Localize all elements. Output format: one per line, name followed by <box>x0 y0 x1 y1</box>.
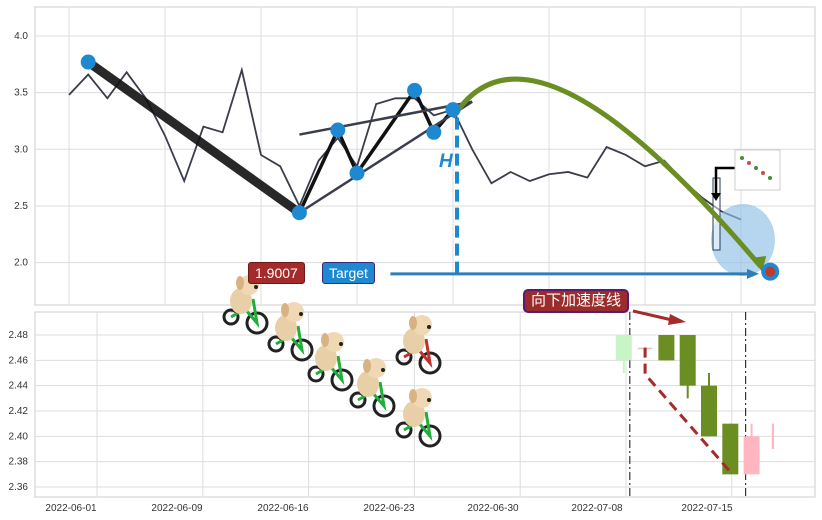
bike-wheel-icon <box>307 365 325 383</box>
legend-thumbnail-mark <box>740 156 744 160</box>
dog-ear-icon <box>321 333 329 347</box>
forecast-arc <box>450 76 763 268</box>
annotation-arrowhead <box>668 314 686 325</box>
x-tick-label: 2022-07-08 <box>571 503 623 514</box>
bottom-y-tick-label: 2.44 <box>9 381 29 392</box>
top-axes-frame <box>34 6 816 306</box>
pattern-point <box>291 205 307 221</box>
x-tick-label: 2022-06-16 <box>257 503 309 514</box>
pattern-point <box>349 165 365 181</box>
signal-arrow <box>714 166 735 195</box>
neckline-label: H <box>439 151 454 172</box>
candle-body <box>679 335 696 386</box>
dog-on-bike-sticker <box>349 358 396 418</box>
downtrend-leg <box>83 57 304 218</box>
candle-body <box>722 423 739 475</box>
legend-thumbnail-mark <box>754 166 758 170</box>
target-label: Target <box>322 262 375 284</box>
dog-head-icon <box>412 315 432 335</box>
bike-wheel-icon <box>330 368 354 392</box>
dog-nose-icon <box>339 342 343 346</box>
x-tick-label: 2022-07-15 <box>681 503 733 514</box>
bike-wheel-icon <box>395 421 413 439</box>
dog-on-bike-sticker <box>267 302 314 362</box>
dog-on-bike-sticker <box>307 332 354 392</box>
bike-wheel-icon <box>349 391 367 409</box>
acceleration-line-label: 向下加速度线 <box>523 289 630 313</box>
candle-body <box>615 335 632 361</box>
x-tick-label: 2022-06-30 <box>467 503 519 514</box>
dog-ear-icon <box>409 316 417 330</box>
annotation-arrow <box>632 309 673 322</box>
pattern-point <box>445 102 461 118</box>
price-line <box>68 66 742 221</box>
legend-box <box>734 149 781 191</box>
bottom-y-tick-label: 2.38 <box>9 457 29 468</box>
top-y-tick-label: 2.0 <box>14 258 28 269</box>
candle-body <box>771 423 774 450</box>
legend-thumbnail-mark <box>768 176 772 180</box>
dog-ear-icon <box>363 359 371 373</box>
dog-ear-icon <box>281 303 289 317</box>
bottom-y-tick-label: 2.40 <box>9 431 29 442</box>
pattern-point <box>407 82 423 98</box>
bike-wheel-icon <box>222 308 240 326</box>
target-point-core <box>765 266 776 277</box>
x-tick-label: 2022-06-09 <box>151 503 203 514</box>
candle-body <box>658 335 675 361</box>
lower-trendline <box>298 100 473 214</box>
bike-wheel-icon <box>418 351 442 375</box>
pattern-point <box>330 122 346 138</box>
bottom-y-tick-label: 2.42 <box>9 406 29 417</box>
bike-wheel-icon <box>372 394 396 418</box>
acceleration-line <box>643 347 732 473</box>
candle-body <box>743 436 760 475</box>
bike-wheel-icon <box>267 335 285 353</box>
x-tick-label: 2022-06-23 <box>363 503 415 514</box>
dog-ear-icon <box>236 276 244 290</box>
pattern-point <box>426 124 442 140</box>
dog-on-bike-sticker <box>222 275 269 335</box>
top-y-tick-label: 3.0 <box>14 144 28 155</box>
upper-trendline <box>299 100 473 136</box>
dog-head-icon <box>366 358 386 378</box>
legend-thumbnail-mark <box>747 161 751 165</box>
dog-on-bike-sticker <box>395 388 442 448</box>
signal-arrow-head <box>711 193 721 201</box>
dog-nose-icon <box>381 368 385 372</box>
target-arrowhead <box>747 268 759 279</box>
dog-head-icon <box>324 332 344 352</box>
dog-nose-icon <box>427 398 431 402</box>
dog-nose-icon <box>299 312 303 316</box>
bike-wheel-icon <box>245 311 269 335</box>
bike-wheel-icon <box>395 348 413 366</box>
top-y-tick-label: 4.0 <box>14 31 28 42</box>
dog-nose-icon <box>427 325 431 329</box>
bottom-y-tick-label: 2.46 <box>9 355 29 366</box>
legend-thumbnail-mark <box>761 171 765 175</box>
dog-head-icon <box>412 388 432 408</box>
bike-wheel-icon <box>418 424 442 448</box>
bottom-y-tick-label: 2.48 <box>9 330 29 341</box>
bike-wheel-icon <box>290 338 314 362</box>
dog-nose-icon <box>254 285 258 289</box>
top-y-tick-label: 3.5 <box>14 88 28 99</box>
dog-ear-icon <box>409 389 417 403</box>
dog-on-bike-sticker <box>395 315 442 375</box>
top-y-tick-label: 2.5 <box>14 201 28 212</box>
candle-body <box>701 385 717 437</box>
target-value-label: 1.9007 <box>248 262 305 284</box>
dog-head-icon <box>284 302 304 322</box>
pattern-point <box>80 54 96 70</box>
bottom-y-tick-label: 2.36 <box>9 482 29 493</box>
x-tick-label: 2022-06-01 <box>45 503 97 514</box>
